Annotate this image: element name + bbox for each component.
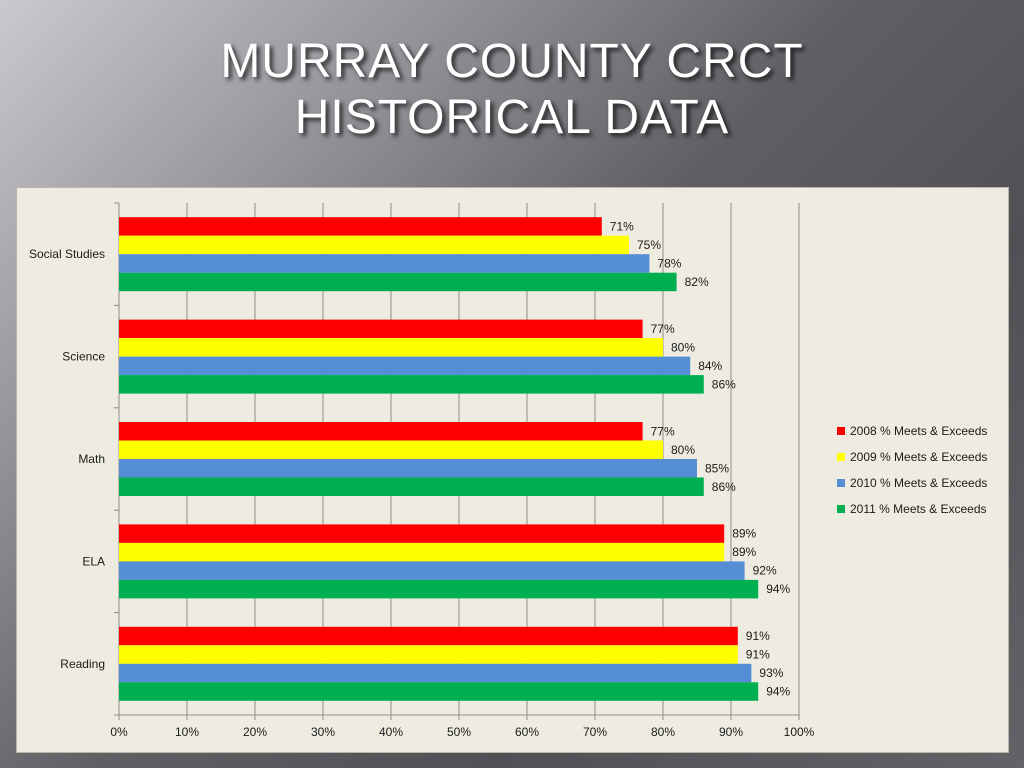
x-tick-label: 10% xyxy=(175,725,199,739)
x-tick-label: 20% xyxy=(243,725,267,739)
bar xyxy=(119,422,643,441)
x-tick-label: 100% xyxy=(784,725,815,739)
x-tick-label: 0% xyxy=(110,725,128,739)
bar xyxy=(119,254,650,273)
bar xyxy=(119,375,704,394)
data-label: 75% xyxy=(637,238,661,252)
legend-item-2011: 2011 % Meets & Exceeds xyxy=(837,499,1002,525)
legend-label-2009: 2009 % Meets & Exceeds xyxy=(850,450,988,464)
data-label: 89% xyxy=(732,527,756,541)
legend-swatch-2011 xyxy=(837,505,845,513)
data-label: 82% xyxy=(685,275,709,289)
bar xyxy=(119,663,752,683)
chart-legend: 2008 % Meets & Exceeds 2009 % Meets & Ex… xyxy=(837,421,1002,525)
slide-title: MURRAY COUNTY CRCT HISTORICAL DATA xyxy=(0,34,1024,146)
bar xyxy=(119,645,738,664)
data-label: 94% xyxy=(766,582,790,596)
data-label: 91% xyxy=(746,629,770,643)
bar xyxy=(119,682,759,701)
x-tick-label: 30% xyxy=(311,725,335,739)
bar xyxy=(119,356,691,376)
data-label: 80% xyxy=(671,443,695,457)
bar xyxy=(119,459,697,478)
data-label: 80% xyxy=(671,340,695,354)
data-label: 71% xyxy=(610,219,634,233)
bar xyxy=(119,561,745,580)
data-label: 91% xyxy=(746,648,770,662)
y-category-label: Math xyxy=(78,452,105,466)
data-label: 94% xyxy=(766,685,790,699)
legend-item-2010: 2010 % Meets & Exceeds xyxy=(837,473,1002,499)
data-label: 84% xyxy=(698,359,722,373)
bar xyxy=(119,579,759,599)
y-category-label: Science xyxy=(62,350,105,364)
x-tick-label: 90% xyxy=(719,725,743,739)
data-label: 86% xyxy=(712,480,736,494)
data-label: 85% xyxy=(705,461,729,475)
bar xyxy=(119,338,663,357)
bar xyxy=(119,477,704,496)
bar xyxy=(119,524,725,543)
y-category-label: ELA xyxy=(82,554,105,568)
bar xyxy=(119,272,677,292)
x-tick-label: 60% xyxy=(515,725,539,739)
data-label: 92% xyxy=(753,564,777,578)
slide-title-line-2: HISTORICAL DATA xyxy=(294,91,730,144)
bar xyxy=(119,235,629,255)
bar xyxy=(119,542,725,562)
legend-item-2008: 2008 % Meets & Exceeds xyxy=(837,421,1002,447)
bar xyxy=(119,440,663,459)
x-tick-label: 70% xyxy=(583,725,607,739)
slide-title-line-1: MURRAY COUNTY CRCT xyxy=(220,35,804,88)
y-category-label: Social Studies xyxy=(29,247,105,261)
x-tick-label: 40% xyxy=(379,725,403,739)
data-label: 77% xyxy=(651,322,675,336)
data-label: 77% xyxy=(651,424,675,438)
legend-label-2008: 2008 % Meets & Exceeds xyxy=(850,424,988,438)
x-tick-label: 80% xyxy=(651,725,675,739)
data-label: 93% xyxy=(759,666,783,680)
bar xyxy=(119,217,602,236)
bar xyxy=(119,626,738,646)
legend-swatch-2009 xyxy=(837,453,845,461)
bar xyxy=(119,319,643,339)
bar-chart: 0% 10% 20% 30% 40% 50% 60% 70% 80% 90% 100% Reading… xyxy=(29,202,815,739)
legend-swatch-2008 xyxy=(837,427,845,435)
legend-swatch-2010 xyxy=(837,479,845,487)
data-label: 86% xyxy=(712,377,736,391)
legend-label-2010: 2010 % Meets & Exceeds xyxy=(850,476,988,490)
data-label: 89% xyxy=(732,545,756,559)
data-label: 78% xyxy=(657,256,681,270)
x-tick-label: 50% xyxy=(447,725,471,739)
legend-item-2009: 2009 % Meets & Exceeds xyxy=(837,447,1002,473)
chart-panel: 0% 10% 20% 30% 40% 50% 60% 70% 80% 90% 100% Reading… xyxy=(16,187,1009,753)
legend-label-2011: 2011 % Meets & Exceeds xyxy=(850,502,987,516)
y-category-label: Reading xyxy=(60,657,105,671)
